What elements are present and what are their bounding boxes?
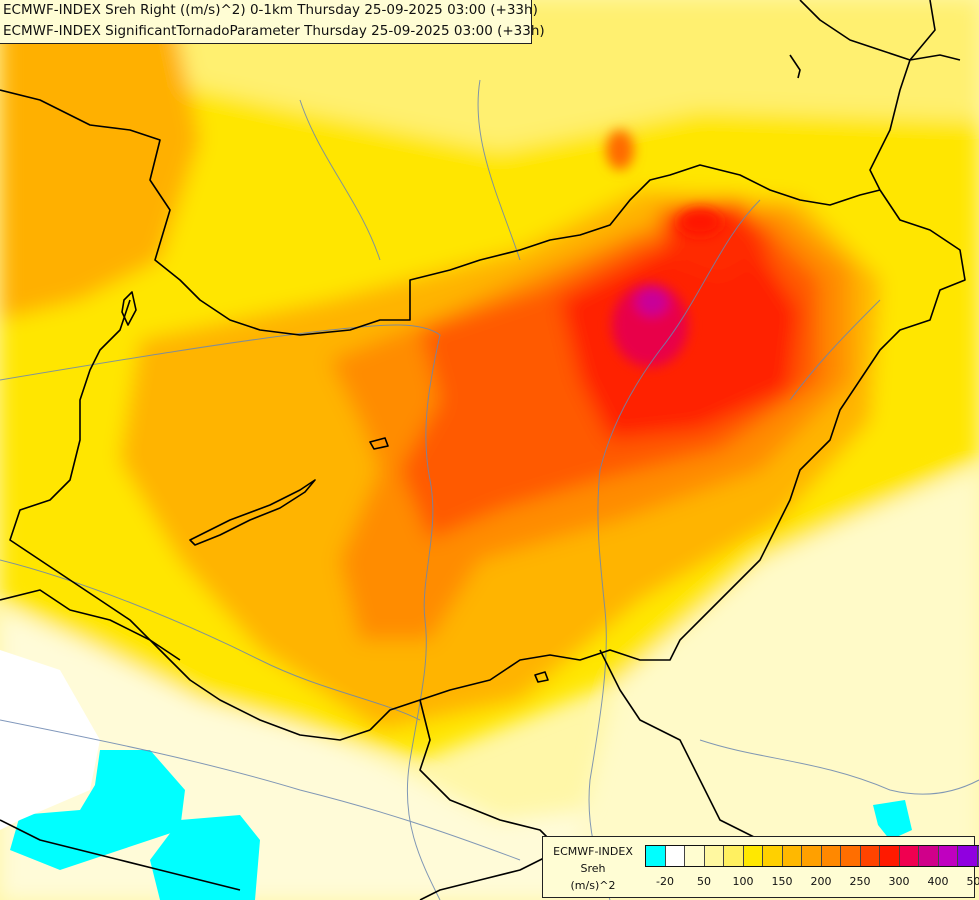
legend-swatch xyxy=(958,846,978,866)
legend-swatch xyxy=(938,846,958,866)
border-north-top xyxy=(799,0,961,61)
map-title-line-1: ECMWF-INDEX Sreh Right ((m/s)^2) 0-1km T… xyxy=(3,2,538,18)
legend-tick-label: -20 xyxy=(656,875,674,888)
field-orange-west xyxy=(0,0,200,320)
legend-swatch xyxy=(665,846,685,866)
border-ukraine xyxy=(869,0,936,191)
legend-unit: (m/s)^2 xyxy=(570,879,616,892)
legend-swatch xyxy=(685,846,705,866)
field-magenta xyxy=(636,288,668,316)
legend-swatch xyxy=(763,846,783,866)
legend-swatch xyxy=(646,846,666,866)
map-title-box: ECMWF-INDEX Sreh Right ((m/s)^2) 0-1km T… xyxy=(0,0,545,44)
river-se xyxy=(699,739,979,795)
cyan-patch-west xyxy=(10,750,185,870)
legend-swatch xyxy=(899,846,919,866)
legend-swatch xyxy=(821,846,841,866)
legend-tick-label: 250 xyxy=(849,875,871,888)
river-north-2 xyxy=(477,79,521,261)
cyan-patch-south xyxy=(150,815,260,900)
river-east xyxy=(789,299,881,401)
legend-swatch xyxy=(704,846,724,866)
lake-balaton xyxy=(189,479,316,546)
cyan-patch-se xyxy=(873,800,912,840)
legend-swatch xyxy=(880,846,900,866)
border-south xyxy=(419,699,561,900)
river-sava xyxy=(0,719,521,861)
river-tisza xyxy=(588,199,761,900)
cyan-patches xyxy=(10,750,912,900)
field-red-spot xyxy=(678,208,722,236)
legend-tick-label: 200 xyxy=(810,875,832,888)
border-small-south xyxy=(534,671,549,683)
legend-tick-label: 150 xyxy=(771,875,793,888)
legend-tick-label: 300 xyxy=(888,875,910,888)
legend-swatch xyxy=(841,846,861,866)
color-legend: ECMWF-INDEX Sreh (m/s)^2 -20 50 100 150 200 2… xyxy=(542,836,979,898)
border-small-north xyxy=(789,54,801,79)
border-sw-croatia xyxy=(0,819,241,891)
lake-small-2 xyxy=(121,291,137,326)
legend-swatch xyxy=(977,846,979,866)
legend-tick-label: 500 xyxy=(966,875,979,888)
lake-small-1 xyxy=(369,437,389,450)
field-red-spot-2 xyxy=(606,130,634,170)
river-north-1 xyxy=(299,99,381,261)
border-south-west xyxy=(9,299,371,741)
legend-swatch xyxy=(724,846,744,866)
legend-tick-label: 50 xyxy=(697,875,711,888)
border-southwest-2 xyxy=(0,589,181,661)
border-east xyxy=(369,189,966,731)
legend-swatch xyxy=(860,846,880,866)
river-danube xyxy=(0,324,441,900)
white-area xyxy=(0,650,100,830)
legend-swatch xyxy=(802,846,822,866)
legend-swatch xyxy=(743,846,763,866)
map-title-line-2: ECMWF-INDEX SignificantTornadoParameter … xyxy=(3,23,545,39)
legend-model: ECMWF-INDEX xyxy=(553,845,633,858)
legend-tick-label: 100 xyxy=(732,875,754,888)
field-pale-se xyxy=(560,470,979,900)
legend-swatch xyxy=(782,846,802,866)
border-north-west xyxy=(0,89,881,336)
legend-tick-label: 400 xyxy=(927,875,949,888)
border-south-2 xyxy=(599,649,761,841)
field-crimson xyxy=(612,283,688,367)
legend-swatch xyxy=(919,846,939,866)
legend-variable: Sreh xyxy=(580,862,606,875)
legend-swatches xyxy=(645,845,979,867)
